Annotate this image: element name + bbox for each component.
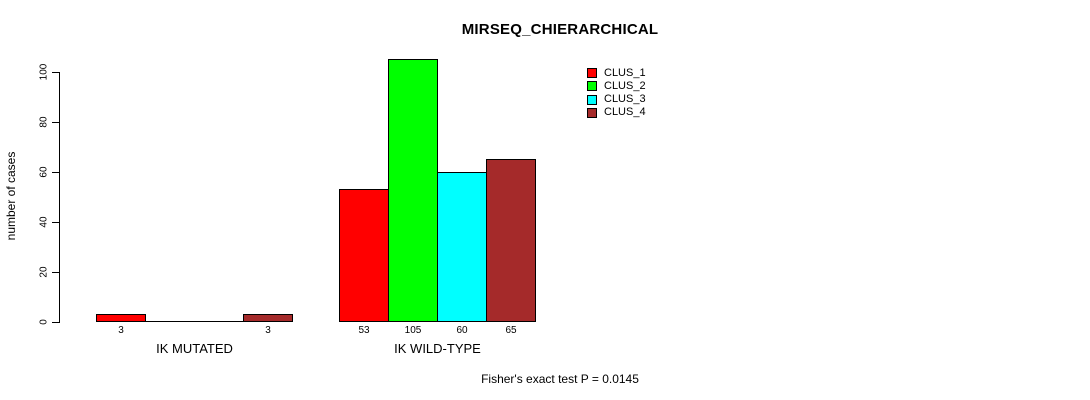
bar-value-label: 3: [118, 325, 124, 336]
bar-value-label: 53: [358, 325, 370, 336]
legend-label: CLUS_4: [604, 106, 646, 119]
legend-swatch: [587, 68, 597, 78]
bar-value-label: 65: [505, 325, 517, 336]
footer-stat-text: Fisher's exact test P = 0.0145: [481, 372, 639, 386]
y-tick: [52, 272, 59, 273]
bar: [437, 172, 487, 322]
group-label: IK WILD-TYPE: [394, 341, 481, 356]
y-tick-label: 60: [38, 166, 50, 178]
y-tick: [52, 172, 59, 173]
zero-bar: [194, 321, 244, 322]
y-tick-label: 40: [38, 216, 50, 228]
legend-label: CLUS_2: [604, 79, 646, 92]
y-tick-label: 20: [38, 266, 50, 278]
y-tick: [52, 222, 59, 223]
y-tick-label: 100: [38, 63, 50, 81]
y-tick-label: 80: [38, 116, 50, 128]
bar-value-label: 60: [456, 325, 468, 336]
bar: [96, 314, 146, 322]
y-tick-label: 0: [38, 319, 50, 325]
legend-swatch: [587, 107, 597, 118]
legend-swatch: [587, 94, 597, 105]
y-axis-title: number of cases: [4, 151, 18, 241]
group-label: IK MUTATED: [156, 341, 233, 356]
legend-label: CLUS_3: [604, 93, 646, 106]
bar: [388, 59, 438, 322]
bar: [243, 314, 293, 322]
y-axis-line: [59, 72, 60, 323]
bar-value-label: 105: [404, 325, 422, 336]
y-tick: [52, 322, 59, 323]
bar-value-label: 3: [265, 325, 271, 336]
zero-bar: [145, 321, 195, 322]
y-tick: [52, 72, 59, 73]
legend-label: CLUS_1: [604, 66, 646, 79]
bar: [339, 189, 389, 322]
legend-swatch: [587, 81, 597, 92]
bar: [486, 159, 536, 322]
chart-title: MIRSEQ_CHIERARCHICAL: [461, 21, 659, 38]
y-tick: [52, 122, 59, 123]
